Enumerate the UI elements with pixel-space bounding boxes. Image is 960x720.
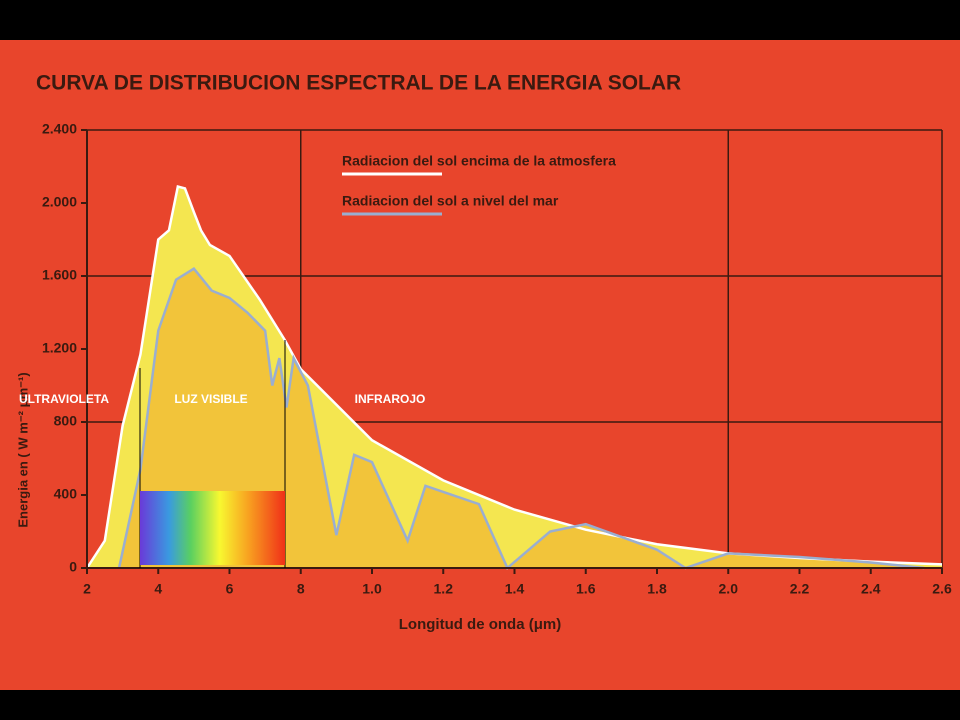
- x-tick-label: 1.2: [434, 581, 454, 597]
- annotation: LUZ VISIBLE: [174, 392, 247, 406]
- x-tick-label: 2: [83, 581, 91, 597]
- area: [119, 268, 925, 568]
- x-tick-label: 1.0: [362, 581, 382, 597]
- y-tick-label: 1.200: [42, 340, 77, 356]
- x-tick-label: 2.0: [719, 581, 739, 597]
- line: [85, 185, 943, 569]
- y-tick-label: 0: [69, 559, 77, 575]
- spectrum: [140, 491, 285, 565]
- line: [117, 267, 925, 571]
- x-tick-label: 2.4: [861, 581, 881, 597]
- x-tick-label: 6: [226, 581, 234, 597]
- y-tick-label: 400: [54, 486, 78, 502]
- annotation: INFRAROJO: [355, 392, 426, 406]
- x-tick-label: 1.6: [576, 581, 596, 597]
- x-tick-label: 4: [154, 581, 162, 597]
- y-tick-label: 2.000: [42, 194, 77, 210]
- x-tick-label: 2.2: [790, 581, 810, 597]
- legend-label: Radiacion del sol encima de la atmosfera: [342, 153, 616, 169]
- x-tick-label: 2.6: [932, 581, 952, 597]
- y-axis-label: Energia en ( W m⁻² μm⁻¹): [15, 372, 30, 527]
- x-axis-label: Longitud de onda (μm): [399, 616, 561, 633]
- y-tick-label: 2.400: [42, 121, 77, 137]
- x-tick-label: 1.8: [647, 581, 667, 597]
- x-tick-label: 8: [297, 581, 305, 597]
- legend-label: Radiacion del sol a nivel del mar: [342, 193, 559, 209]
- x-tick-label: 1.4: [505, 581, 525, 597]
- y-tick-label: 800: [54, 413, 78, 429]
- y-tick-label: 1.600: [42, 267, 77, 283]
- annotation: ULTRAVIOLETA: [19, 392, 109, 406]
- chart-title: CURVA DE DISTRIBUCION ESPECTRAL DE LA EN…: [36, 72, 681, 95]
